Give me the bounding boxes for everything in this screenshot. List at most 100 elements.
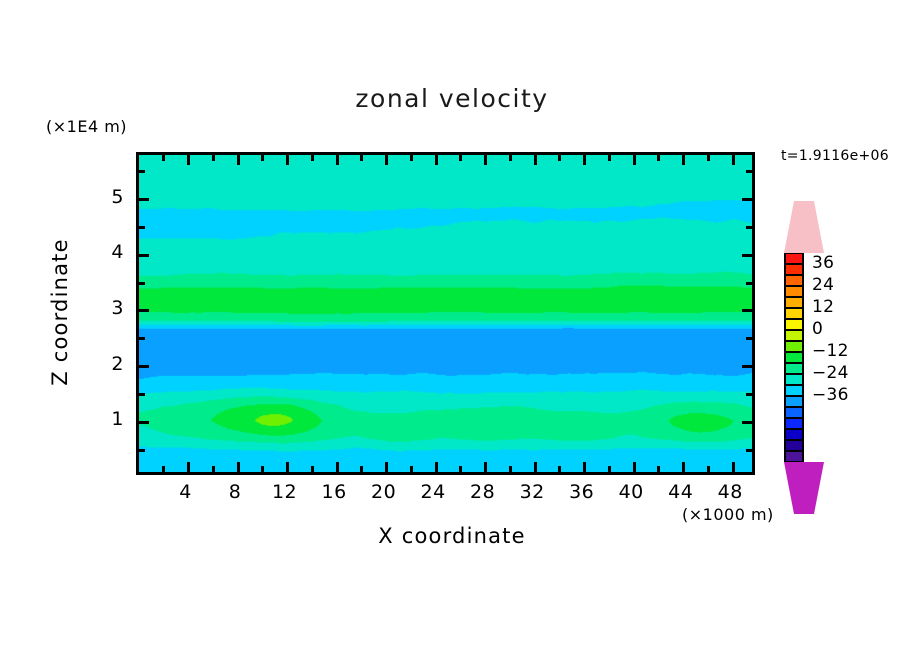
y-tick-left [139,253,149,257]
x-tick-bottom [533,462,537,472]
y-tick-right [742,309,752,313]
y-tick-left [139,448,145,452]
colorbar-band [784,308,804,319]
x-tick-label: 48 [717,481,743,503]
chart-title: zonal velocity [355,84,549,113]
x-tick-top [558,155,562,161]
colorbar-band [784,286,804,297]
x-tick-bottom [558,466,562,472]
y-tick-right [742,198,752,202]
x-tick-bottom [459,466,463,472]
x-tick-bottom [583,462,587,472]
colorbar-band [784,341,804,352]
x-tick-bottom [236,462,240,472]
colorbar-band [784,440,804,451]
x-axis-unit-label: (×1000 m) [682,505,774,524]
y-tick-right [746,392,752,396]
x-tick-label: 40 [618,481,644,503]
x-tick-top [508,155,512,161]
colorbar-tick-label: 24 [812,275,835,295]
x-tick-top [731,155,735,165]
y-tick-left [139,281,145,285]
x-tick-top [236,155,240,165]
x-tick-bottom [187,462,191,472]
x-tick-top [162,155,166,161]
x-tick-bottom [731,462,735,472]
y-axis-unit-label: (×1E4 m) [46,117,128,136]
x-tick-top [459,155,463,161]
x-tick-top [607,155,611,161]
x-axis-title: X coordinate [378,524,526,548]
x-tick-label: 4 [179,481,192,503]
x-tick-bottom [508,466,512,472]
x-tick-bottom [434,462,438,472]
colorbar-band [784,297,804,308]
y-tick-left [139,337,145,341]
x-tick-top [187,155,191,165]
x-tick-top [434,155,438,165]
x-tick-bottom [335,462,339,472]
colorbar[interactable] [784,253,804,462]
x-tick-label: 28 [470,481,496,503]
y-tick-right [742,365,752,369]
x-tick-bottom [310,466,314,472]
x-tick-bottom [385,462,389,472]
colorbar-band [784,396,804,407]
x-tick-top [335,155,339,165]
x-tick-bottom [286,462,290,472]
y-tick-right [742,420,752,424]
y-tick-label: 3 [111,296,124,319]
x-tick-label: 24 [420,481,446,503]
y-tick-label: 1 [111,408,124,431]
x-tick-bottom [607,466,611,472]
contour-field [139,155,752,472]
y-tick-left [139,309,149,313]
colorbar-band [784,451,804,462]
x-tick-bottom [162,466,166,472]
x-tick-top [657,155,661,161]
x-tick-bottom [409,466,413,472]
x-tick-top [211,155,215,161]
y-tick-label: 2 [111,352,124,375]
colorbar-band [784,363,804,374]
y-tick-label: 4 [111,241,124,264]
timestamp-annotation: t=1.9116e+06 [781,148,889,164]
y-tick-right [746,337,752,341]
contour-plot-area[interactable] [136,152,755,475]
y-tick-left [139,392,145,396]
colorbar-band [784,275,804,286]
y-tick-left [139,365,149,369]
x-tick-bottom [484,462,488,472]
x-tick-top [682,155,686,165]
y-tick-right [746,225,752,229]
colorbar-cap-bottom [784,462,824,514]
x-tick-top [484,155,488,165]
x-tick-top [385,155,389,165]
y-tick-left [139,225,145,229]
colorbar-cap-top [784,201,824,253]
colorbar-band [784,330,804,341]
y-tick-left [139,420,149,424]
colorbar-band [784,352,804,363]
colorbar-band [784,418,804,429]
x-tick-top [632,155,636,165]
colorbar-band [784,407,804,418]
x-tick-label: 16 [321,481,347,503]
x-tick-top [310,155,314,161]
y-tick-left [139,170,145,174]
colorbar-band [784,429,804,440]
y-axis-title: Z coordinate [48,238,72,386]
x-tick-bottom [657,466,661,472]
x-tick-top [360,155,364,161]
colorbar-tick-label: −36 [812,385,849,405]
x-tick-bottom [682,462,686,472]
x-tick-label: 32 [519,481,545,503]
x-tick-bottom [706,466,710,472]
y-tick-right [746,281,752,285]
x-tick-label: 20 [371,481,397,503]
colorbar-band [784,264,804,275]
x-tick-label: 44 [668,481,694,503]
y-tick-label: 5 [111,185,124,208]
y-tick-right [746,170,752,174]
x-tick-bottom [211,466,215,472]
